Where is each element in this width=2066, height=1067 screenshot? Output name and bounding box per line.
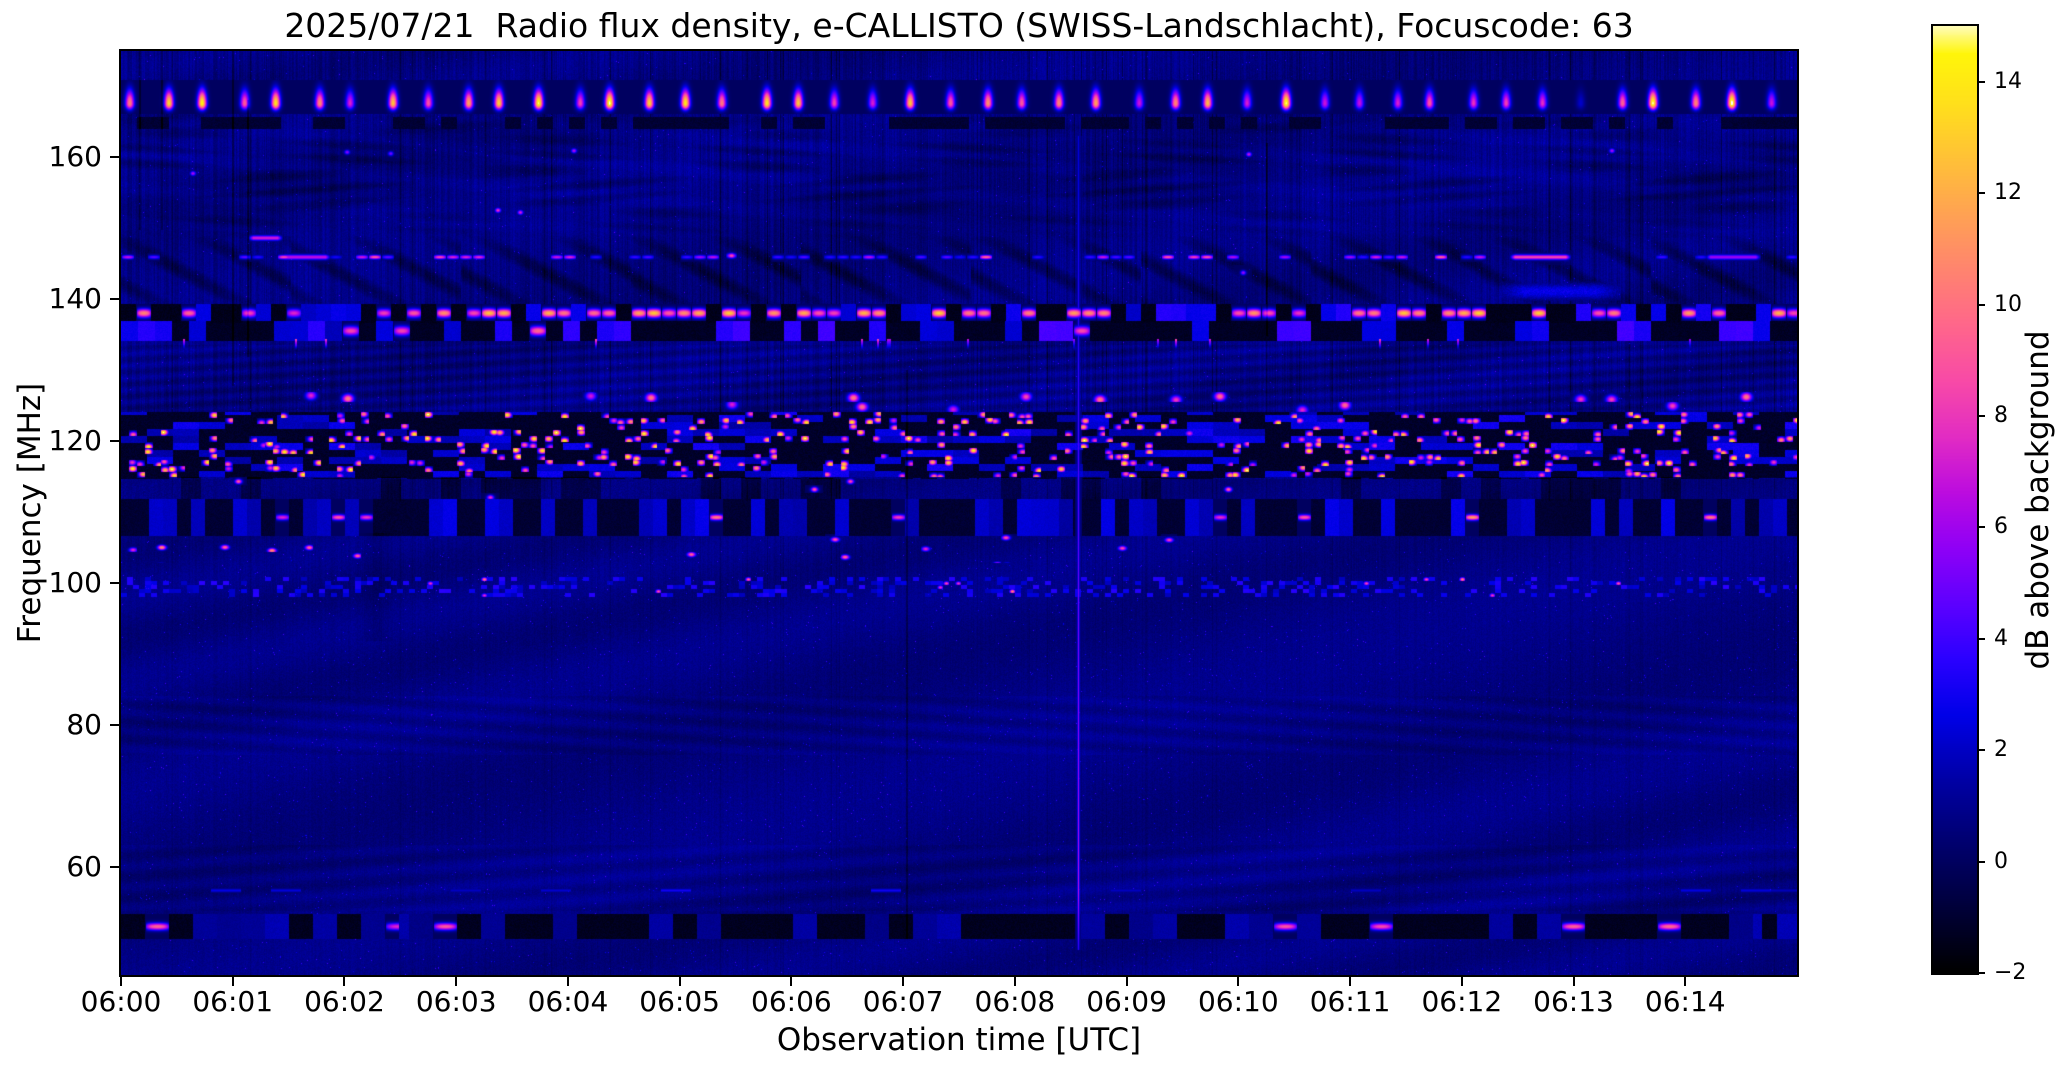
x-tick-mark	[120, 977, 122, 986]
x-tick-label: 06:03	[415, 985, 497, 1018]
colorbar-tick-mark	[1977, 972, 1985, 974]
x-tick-mark	[1460, 977, 1463, 986]
x-tick-mark	[1125, 977, 1128, 986]
x-tick-label: 06:06	[751, 985, 832, 1018]
colorbar-tick-mark	[1977, 526, 1985, 529]
colorbar-tick-mark	[1977, 80, 1985, 83]
x-axis-label: Observation time [UTC]	[776, 1022, 1142, 1058]
x-tick-label: 06:09	[1086, 985, 1167, 1018]
x-tick-mark	[678, 977, 681, 986]
colorbar-tick-mark	[1977, 414, 1985, 417]
chart-title: 2025/07/21 Radio flux density, e-CALLIST…	[284, 6, 1634, 45]
x-tick-mark	[566, 977, 569, 986]
colorbar-tick-mark	[1977, 860, 1985, 863]
colorbar-label: dB above background	[2020, 330, 2056, 670]
x-tick-label: 06:10	[1197, 985, 1279, 1018]
y-tick-label: 160	[48, 140, 102, 174]
y-tick-mark	[110, 581, 119, 584]
colorbar-tick-label: 14	[1994, 68, 2022, 94]
y-tick-mark	[110, 156, 119, 159]
colorbar-tick-label: 2	[1994, 737, 2008, 763]
y-tick-mark	[110, 298, 119, 301]
x-tick-label: 06:07	[862, 985, 944, 1018]
x-tick-mark	[1572, 977, 1575, 986]
colorbar-gradient	[1933, 26, 1977, 973]
x-tick-label: 06:11	[1309, 985, 1391, 1018]
colorbar-tick-label: 10	[1994, 291, 2022, 317]
x-tick-label: 06:14	[1644, 985, 1726, 1018]
x-tick-mark	[1013, 977, 1016, 986]
x-tick-mark	[1237, 977, 1240, 986]
colorbar-tick-label: −2	[1994, 960, 2027, 985]
y-tick-label: 100	[48, 565, 102, 599]
x-tick-mark	[790, 977, 793, 986]
colorbar-tick-label: 4	[1994, 625, 2008, 651]
x-tick-mark	[455, 977, 458, 986]
x-tick-mark	[1684, 977, 1687, 986]
colorbar-tick-mark	[1977, 192, 1985, 195]
colorbar-tick-mark	[1977, 637, 1985, 640]
colorbar-tick-label: 6	[1994, 514, 2008, 540]
y-tick-label: 80	[66, 707, 102, 741]
x-tick-mark	[343, 977, 346, 986]
x-tick-label: 06:08	[974, 985, 1056, 1018]
y-tick-mark	[110, 723, 119, 726]
colorbar-tick-label: 12	[1994, 180, 2022, 206]
colorbar-tick-mark	[1977, 749, 1985, 752]
y-axis-label: Frequency [MHz]	[12, 382, 48, 644]
x-tick-label: 06:12	[1421, 985, 1503, 1018]
x-tick-label: 06:05	[639, 985, 720, 1018]
x-tick-label: 06:13	[1533, 985, 1614, 1018]
colorbar-tick-label: 0	[1994, 848, 2008, 874]
y-tick-label: 60	[66, 849, 102, 883]
colorbar-tick-mark	[1977, 303, 1985, 306]
spectrogram-heatmap	[121, 51, 1797, 975]
colorbar-tick-label: 8	[1994, 402, 2008, 428]
x-tick-label: 06:01	[192, 985, 274, 1018]
y-tick-mark	[110, 440, 119, 443]
y-tick-label: 120	[48, 424, 102, 458]
x-tick-mark	[231, 977, 234, 986]
x-tick-mark	[1349, 977, 1352, 986]
x-tick-label: 06:02	[304, 985, 385, 1018]
y-tick-label: 140	[48, 282, 102, 316]
y-tick-mark	[110, 865, 119, 868]
x-tick-label: 06:00	[80, 985, 162, 1018]
x-tick-mark	[902, 977, 905, 986]
x-tick-label: 06:04	[527, 985, 609, 1018]
